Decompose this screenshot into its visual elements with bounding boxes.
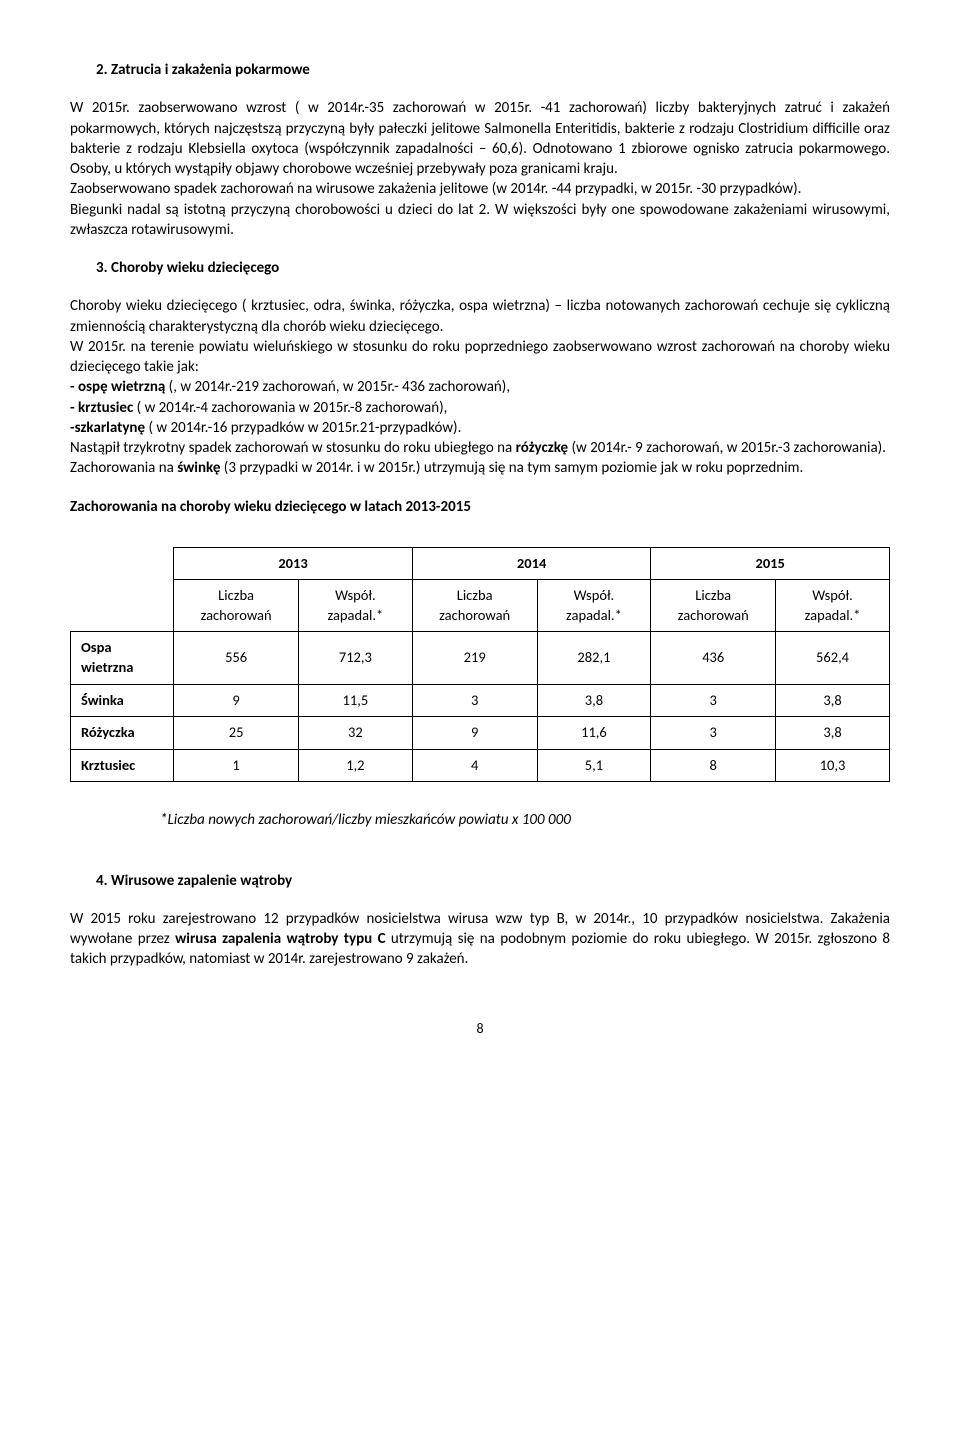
section-3-heading: 3. Choroby wieku dziecięcego [70,258,890,278]
krztusiec-detail: ( w 2014r.-4 zachorowania w 2015r.-8 zac… [137,399,448,417]
table-row: Różyczka 25 32 9 11,6 3 3,8 [71,717,890,750]
section-2-heading: 2. Zatrucia i zakażenia pokarmowe [70,60,890,80]
swinka-label: świnkę [177,459,224,477]
cell: 3,8 [776,717,890,750]
szkarlatyna-label: -szkarlatynę [70,419,148,437]
page-number: 8 [70,1020,890,1039]
table-row: Krztusiec 1 1,2 4 5,1 8 10,3 [71,749,890,782]
szkarlatyna-detail: ( w 2014r.-16 przypadków w 2015r.21-przy… [148,419,461,437]
sub-2014-wspol: Współ. zapadal.* [537,580,651,632]
table-row: Świnka 9 11,5 3 3,8 3 3,8 [71,684,890,717]
cell: 11,6 [537,717,651,750]
cell: 219 [412,632,537,684]
section-2-body: W 2015r. zaobserwowano wzrost ( w 2014r.… [70,98,890,240]
ospa-label: - ospę wietrzną [70,378,169,396]
cell: 556 [174,632,299,684]
disease-table: 2013 2014 2015 Liczba zachorowań Współ. … [70,547,890,783]
table-row: Ospa wietrzna 556 712,3 219 282,1 436 56… [71,632,890,684]
cell: 3,8 [776,684,890,717]
table-header-years: 2013 2014 2015 [71,547,890,580]
year-2013: 2013 [174,547,413,580]
row-label-rozyczka: Różyczka [71,717,174,750]
p5a: Zachorowania na [70,459,177,477]
table-footnote: *Liczba nowych zachorowań/liczby mieszka… [70,810,890,830]
s3-p1: Choroby wieku dziecięcego ( krztusiec, o… [70,296,890,337]
cell: 32 [298,717,412,750]
cell: 282,1 [537,632,651,684]
sub-2015-liczba: Liczba zachorowań [651,580,776,632]
cell: 562,4 [776,632,890,684]
sub-2015-wspol: Współ. zapadal.* [776,580,890,632]
s3-li3: -szkarlatynę ( w 2014r.-16 przypadków w … [70,418,890,438]
section-4-heading: 4. Wirusowe zapalenie wątroby [70,871,890,891]
cell: 4 [412,749,537,782]
s3-p4: Nastąpił trzykrotny spadek zachorowań w … [70,438,890,458]
row-label-ospa: Ospa wietrzna [71,632,174,684]
s3-p2: W 2015r. na terenie powiatu wieluńskiego… [70,337,890,378]
wzw-c-label: wirusa zapalenia wątroby typu C [175,930,391,948]
cell: 5,1 [537,749,651,782]
p4a: Nastąpił trzykrotny spadek zachorowań w … [70,439,516,457]
cell: 1,2 [298,749,412,782]
s3-li2: - krztusiec ( w 2014r.-4 zachorowania w … [70,398,890,418]
year-2014: 2014 [412,547,651,580]
section-4-body: W 2015 roku zarejestrowano 12 przypadków… [70,909,890,970]
row-label-swinka: Świnka [71,684,174,717]
sub-2013-wspol: Współ. zapadal.* [298,580,412,632]
blank-corner [71,547,174,632]
p5c: (3 przypadki w 2014r. i w 2015r.) utrzym… [224,459,804,477]
cell: 9 [174,684,299,717]
krztusiec-label: - krztusiec [70,399,137,417]
cell: 3 [651,684,776,717]
cell: 3 [412,684,537,717]
s4-p1: W 2015 roku zarejestrowano 12 przypadków… [70,909,890,970]
cell: 25 [174,717,299,750]
cell: 712,3 [298,632,412,684]
s2-p3: Biegunki nadal są istotną przyczyną chor… [70,200,890,241]
s2-p2: Zaobserwowano spadek zachorowań na wirus… [70,179,890,199]
year-2015: 2015 [651,547,890,580]
row-label-krztusiec: Krztusiec [71,749,174,782]
table-header-sub: Liczba zachorowań Współ. zapadal.* Liczb… [71,580,890,632]
sub-2014-liczba: Liczba zachorowań [412,580,537,632]
p4c: (w 2014r.- 9 zachorowań, w 2015r.-3 zach… [571,439,886,457]
table-title: Zachorowania na choroby wieku dziecięceg… [70,497,890,517]
section-3-body: Choroby wieku dziecięcego ( krztusiec, o… [70,296,890,478]
s3-li1: - ospę wietrzną (, w 2014r.-219 zachorow… [70,377,890,397]
cell: 436 [651,632,776,684]
cell: 3 [651,717,776,750]
cell: 11,5 [298,684,412,717]
cell: 1 [174,749,299,782]
cell: 9 [412,717,537,750]
ospa-detail: (, w 2014r.-219 zachorowań, w 2015r.- 43… [169,378,510,396]
cell: 8 [651,749,776,782]
rozyczka-label: różyczkę [516,439,572,457]
cell: 3,8 [537,684,651,717]
s3-p5: Zachorowania na świnkę (3 przypadki w 20… [70,458,890,478]
cell: 10,3 [776,749,890,782]
s2-p1: W 2015r. zaobserwowano wzrost ( w 2014r.… [70,98,890,179]
sub-2013-liczba: Liczba zachorowań [174,580,299,632]
